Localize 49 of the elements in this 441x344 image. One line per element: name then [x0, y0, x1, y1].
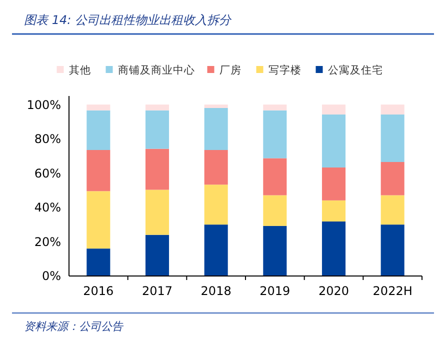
y-tick-label: 100% [26, 98, 61, 112]
text: 资料来源：公司公告 [24, 320, 124, 333]
bar [86, 248, 110, 276]
bar [204, 108, 228, 150]
bar [263, 158, 287, 196]
bar [263, 110, 287, 158]
legend-label: 公寓及住宅 [328, 64, 383, 76]
bar [86, 150, 110, 192]
x-tick-label: 2017 [142, 284, 173, 298]
bar [204, 184, 228, 225]
bar [204, 104, 228, 108]
bar [145, 104, 170, 110]
bar [322, 167, 346, 200]
bar [322, 114, 346, 168]
bar [263, 104, 287, 110]
x-tick-label: 2022H [372, 284, 412, 298]
y-tick-label: 0% [42, 269, 61, 284]
bar [86, 110, 110, 150]
bar [380, 114, 404, 162]
x-tick-label: 2016 [83, 284, 114, 298]
chart-title: 图表 14: 公司出租性物业出租收入拆分 [24, 13, 232, 27]
x-tick-label: 2019 [260, 284, 290, 298]
x-tick-label: 2020 [318, 284, 350, 298]
bar [145, 234, 170, 276]
legend-label: 写字楼 [268, 64, 302, 76]
bar [322, 200, 346, 222]
bar [322, 221, 346, 276]
legend-label: 商铺及商业中心 [118, 64, 195, 76]
bar [380, 195, 404, 225]
legend-label: 其他 [68, 64, 91, 76]
bar [204, 150, 228, 185]
bar [263, 226, 287, 276]
y-tick-label: 20% [34, 234, 61, 249]
bar [263, 195, 287, 226]
bar [380, 224, 404, 276]
bar [145, 148, 170, 190]
legend-label: 厂房 [219, 64, 242, 76]
x-tick-label: 2018 [200, 284, 232, 298]
y-tick-label: 80% [34, 132, 61, 146]
y-tick-label: 40% [34, 200, 61, 215]
bar [380, 104, 404, 115]
bar [380, 162, 404, 196]
bar [86, 104, 110, 110]
y-tick-label: 60% [34, 166, 61, 180]
bar [86, 191, 110, 249]
bar [145, 110, 170, 149]
bar [322, 104, 346, 115]
bar [204, 224, 228, 276]
bar [145, 190, 170, 235]
